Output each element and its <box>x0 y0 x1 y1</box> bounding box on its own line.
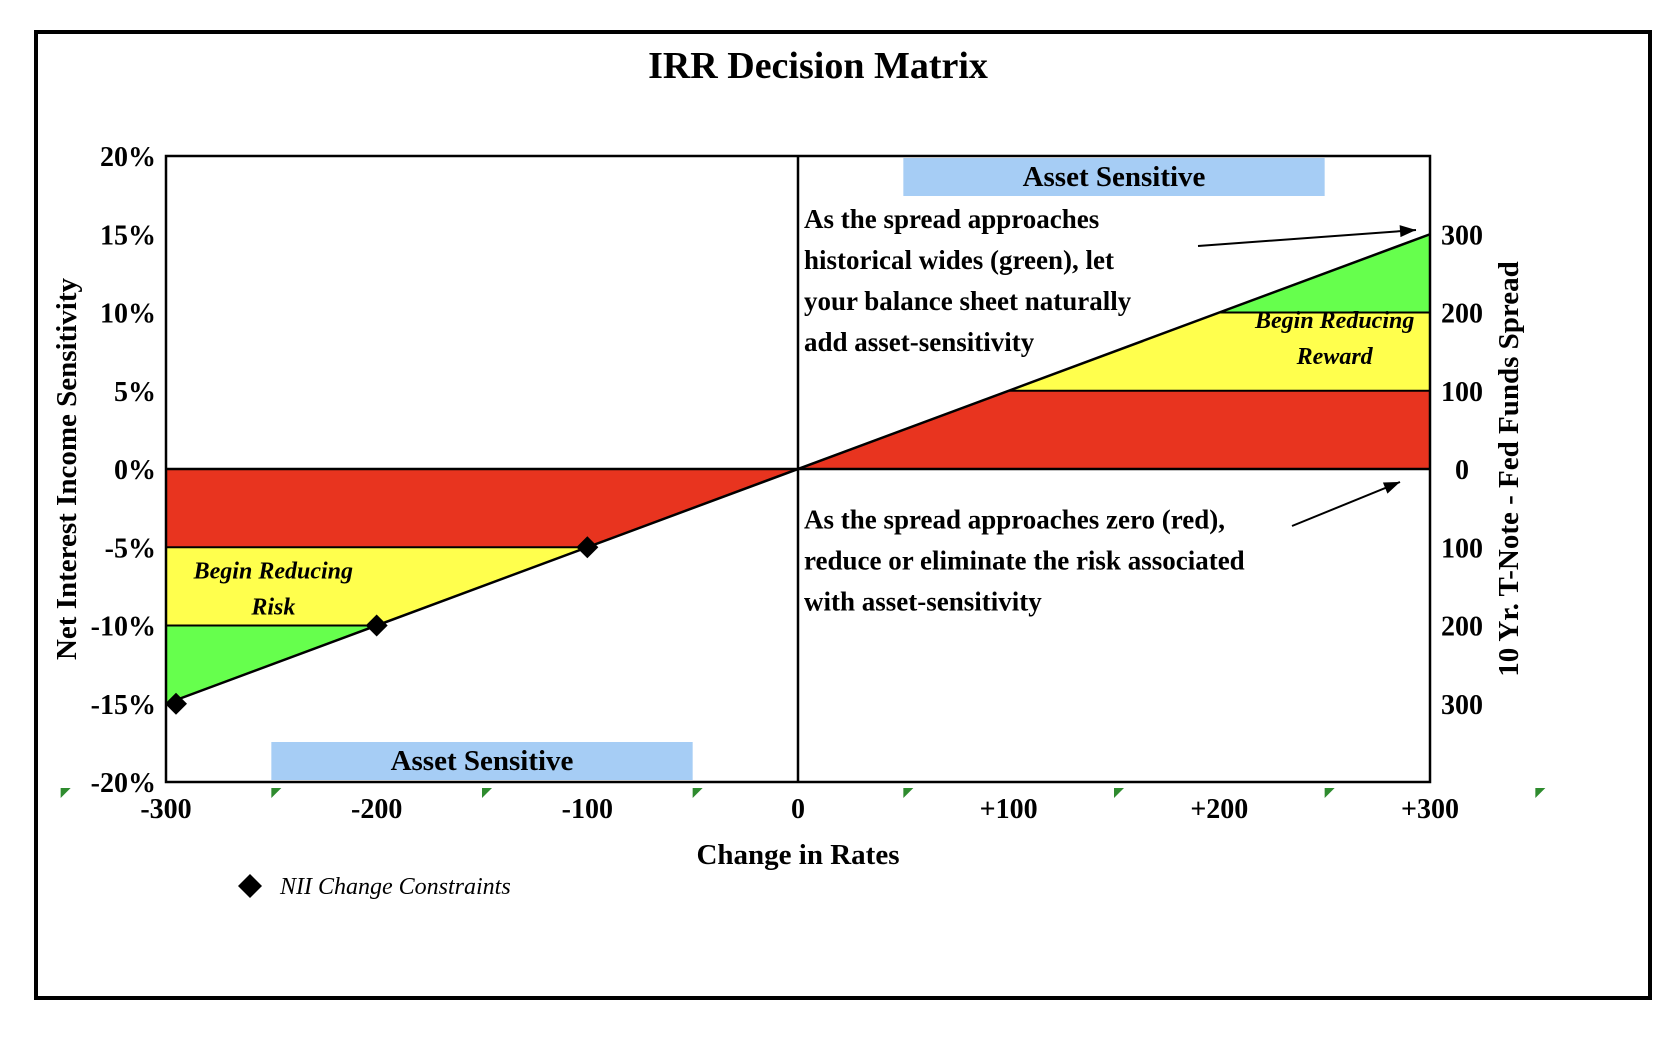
minor-tick-marker <box>903 788 914 798</box>
y2-tick-label: 100 <box>1441 377 1483 408</box>
banners-layer: Asset Sensitive Asset Sensitive <box>271 158 1325 780</box>
arrow-to-zero-head <box>1382 482 1400 494</box>
x-tick-label: -100 <box>562 794 613 825</box>
zone-label-reward: Reward <box>1296 344 1374 370</box>
minor-tick-marker <box>1324 788 1335 798</box>
zone-label-reward: Begin Reducing <box>1254 308 1414 334</box>
y-tick-label: -10% <box>91 612 156 643</box>
minor-tick-marker <box>692 788 703 798</box>
minor-tick-marker <box>1535 788 1546 798</box>
y-tick-label: 15% <box>100 220 156 251</box>
irr-decision-matrix-chart: Asset Sensitive Asset Sensitive IRR Decis… <box>51 45 1546 900</box>
y-tick-label: -20% <box>91 768 156 799</box>
nii-constraint-marker <box>576 536 599 559</box>
region-red-upper <box>798 390 1430 469</box>
y-tick-label: 5% <box>114 377 156 408</box>
y2-tick-label: 300 <box>1441 220 1483 251</box>
y2-axis-label: 10 Yr. T-Note - Fed Funds Spread <box>1493 261 1525 676</box>
asset-sensitive-banner-label: Asset Sensitive <box>1023 161 1206 193</box>
x-tick-label: -200 <box>351 794 402 825</box>
y-tick-label: -5% <box>105 533 156 564</box>
chart-title: IRR Decision Matrix <box>648 45 988 87</box>
annotation-wides-line: historical wides (green), let <box>804 245 1114 275</box>
x-tick-label: -300 <box>140 794 191 825</box>
nii-constraint-marker <box>165 692 187 715</box>
y-tick-label: -15% <box>91 690 156 721</box>
text-layer: IRR Decision Matrix 20% 15% 10% 5% 0% -5% -10% -… <box>51 45 1525 900</box>
minor-tick-marker <box>1114 788 1124 798</box>
region-yellow-upper <box>1008 312 1430 391</box>
y-tick-label: 20% <box>100 142 156 173</box>
legend-marker <box>238 874 262 898</box>
y-tick-label: 0% <box>114 455 156 486</box>
annotation-zero-line: As the spread approaches zero (red), <box>804 504 1225 534</box>
zone-label-risk: Risk <box>250 595 295 621</box>
asset-sensitive-banner <box>271 742 693 780</box>
y-axis-label: Net Interest Income Sensitivity <box>51 277 83 660</box>
plot-border <box>164 154 1432 784</box>
axes-layer <box>60 154 1546 798</box>
y-tick-label: 10% <box>100 299 156 330</box>
y2-tick-label: 100 <box>1441 533 1483 564</box>
minor-tick-marker <box>482 788 492 798</box>
arrow-to-wides <box>1197 229 1417 247</box>
x-axis-label: Change in Rates <box>696 839 899 871</box>
minor-tick-marker <box>60 788 71 798</box>
nii-constraint-marker <box>365 614 388 637</box>
annotation-zero-line: reduce or eliminate the risk associated <box>804 545 1245 575</box>
x-tick-label: +100 <box>980 794 1038 825</box>
regions-layer <box>166 234 1430 704</box>
annotation-wides-line: your balance sheet naturally <box>804 286 1132 316</box>
y2-tick-label: 200 <box>1441 612 1483 643</box>
x-tick-label: 0 <box>791 794 805 825</box>
y2-tick-label: 0 <box>1455 455 1469 486</box>
minor-tick-marker <box>271 788 282 798</box>
region-red-lower <box>166 469 798 548</box>
arrow-to-zero <box>1291 481 1401 527</box>
asset-sensitive-banner-label: Asset Sensitive <box>391 745 574 777</box>
y2-tick-label: 300 <box>1441 690 1483 721</box>
annotation-zero-line: with asset-sensitivity <box>804 586 1042 616</box>
annotation-wides-line: add asset-sensitivity <box>804 327 1035 357</box>
region-yellow-lower <box>166 547 588 626</box>
annotation-wides-line: As the spread approaches <box>804 204 1099 234</box>
x-tick-label: +300 <box>1401 794 1459 825</box>
x-tick-label: +200 <box>1190 794 1248 825</box>
zone-label-risk: Begin Reducing <box>193 559 353 585</box>
legend-label: NII Change Constraints <box>279 874 511 900</box>
asset-sensitive-banner <box>903 158 1325 196</box>
arrow-to-wides-head <box>1399 225 1416 238</box>
y2-tick-label: 200 <box>1441 299 1483 330</box>
chart-frame: Asset Sensitive Asset Sensitive IRR Decis… <box>34 30 1652 1000</box>
